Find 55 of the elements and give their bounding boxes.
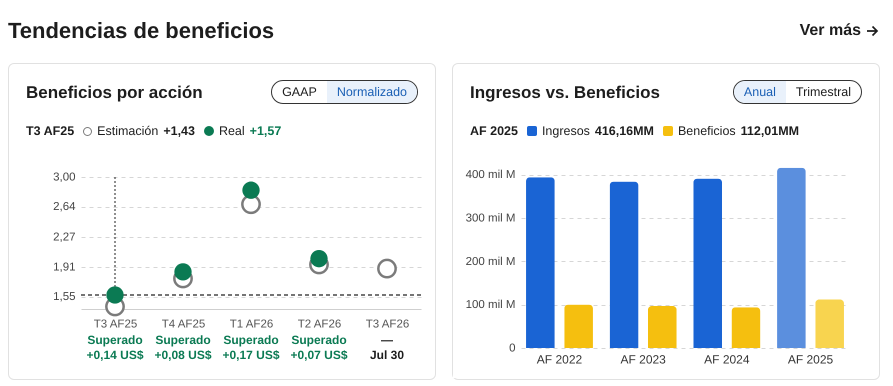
text: — Jul 30 [370, 333, 404, 362]
chart-title: Beneficios por acción [26, 83, 203, 103]
text: +1,57 [250, 124, 282, 138]
legend-title: T3 AF25 [26, 124, 74, 138]
y-tick-label: 0 [509, 342, 516, 354]
x-tick-label: T2 AF26 [298, 318, 342, 330]
y-tick-label: 1,91 [53, 261, 76, 274]
bar [732, 307, 760, 348]
legend-label: Estimación [97, 124, 158, 138]
legend-label: Real [218, 124, 245, 138]
x-tick-label: AF 2024 [704, 352, 750, 366]
legend-label: Beneficios [678, 124, 736, 138]
chart-title: Ingresos vs. Beneficios [470, 83, 660, 103]
text: Ver más [800, 22, 862, 40]
text: +1,43 [163, 124, 195, 138]
text: 416,16MM [594, 124, 654, 138]
legend-label: Ingresos [542, 124, 590, 138]
x-tick-label: T3 AF26 [366, 318, 410, 330]
x-tick-label: T1 AF26 [230, 318, 274, 330]
bar [526, 177, 555, 348]
y-tick-label: 2,27 [53, 232, 76, 244]
text: Superado +0,14 US$ [86, 333, 144, 362]
bar [564, 304, 593, 348]
text: Anual [734, 81, 786, 103]
point [377, 258, 397, 278]
text: Tendencias de beneficios [8, 18, 274, 44]
text: Superado +0,07 US$ [290, 333, 348, 362]
x-tick-label: AF 2023 [620, 352, 666, 366]
y-tick-label: 400 mil M [466, 169, 516, 182]
text: 112,01MM [740, 124, 800, 138]
x-tick-label: AF 2022 [536, 352, 582, 366]
bar [648, 306, 677, 348]
text: GAAP [281, 84, 318, 101]
x-tick-label: T3 AF25 [94, 318, 138, 330]
bar [815, 299, 844, 348]
x-tick-label: T4 AF25 [162, 318, 206, 330]
point [106, 286, 124, 304]
y-tick-label: 300 mil M [466, 212, 516, 224]
point [310, 250, 328, 268]
y-tick-label: 3,00 [53, 172, 76, 184]
x-tick-label: AF 2025 [788, 352, 834, 366]
point [174, 263, 192, 281]
bar [693, 178, 722, 348]
bar [777, 168, 806, 348]
y-tick-label: 2,64 [53, 201, 76, 214]
y-tick-label: 1,55 [53, 291, 76, 304]
point [242, 182, 260, 199]
text: Superado +0,08 US$ [154, 333, 212, 362]
bar [610, 182, 638, 348]
y-tick-label: 200 mil M [466, 256, 516, 268]
text: Superado +0,17 US$ [222, 333, 280, 362]
legend-title: AF 2025 [470, 124, 518, 138]
text: Trimestral [794, 84, 852, 101]
y-tick-label: 100 mil M [466, 299, 516, 312]
text: Normalizado [326, 81, 417, 103]
